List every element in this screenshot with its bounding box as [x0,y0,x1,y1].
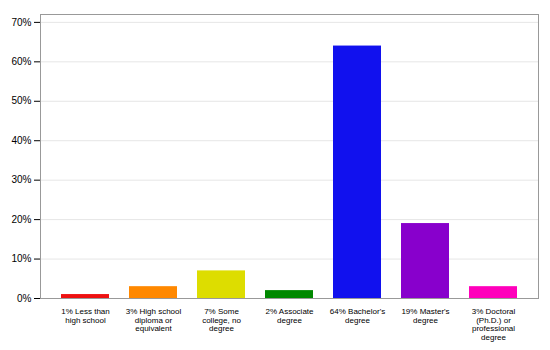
svg-text:7% Somecollege, nodegree: 7% Somecollege, nodegree [202,307,241,334]
svg-text:64% Bachelor'sdegree: 64% Bachelor'sdegree [330,307,385,325]
svg-text:2% Associatedegree: 2% Associatedegree [265,307,314,325]
svg-text:10%: 10% [11,253,31,264]
svg-text:20%: 20% [11,214,31,225]
svg-text:0%: 0% [17,293,32,304]
svg-text:50%: 50% [11,95,31,106]
svg-text:30%: 30% [11,174,31,185]
svg-text:3% High schooldiploma orequiva: 3% High schooldiploma orequivalent [126,307,182,334]
svg-text:70%: 70% [11,17,31,28]
svg-text:1% Less thanhigh school: 1% Less thanhigh school [61,307,109,325]
svg-text:40%: 40% [11,135,31,146]
svg-text:3% Doctoral(Ph.D.) orprofessio: 3% Doctoral(Ph.D.) orprofessionaldegree [472,307,516,342]
svg-text:60%: 60% [11,56,31,67]
svg-text:19% Master'sdegree: 19% Master'sdegree [401,307,449,325]
